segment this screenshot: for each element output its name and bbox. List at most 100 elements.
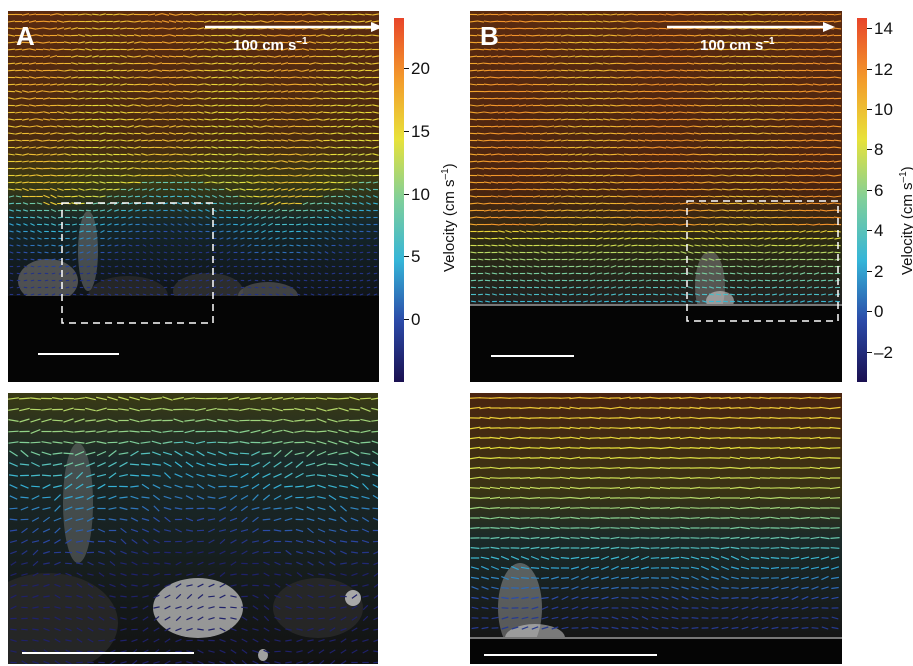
velocity-arrow bbox=[295, 506, 304, 511]
velocity-arrow bbox=[141, 69, 148, 72]
velocity-arrow bbox=[127, 55, 134, 58]
velocity-arrow bbox=[750, 34, 757, 37]
velocity-arrow bbox=[722, 160, 729, 163]
velocity-arrow bbox=[22, 181, 29, 184]
velocity-arrow bbox=[470, 118, 478, 121]
velocity-arrow bbox=[15, 209, 22, 212]
velocity-arrow bbox=[155, 167, 162, 170]
velocity-arrow bbox=[108, 472, 117, 479]
velocity-arrow bbox=[266, 20, 275, 23]
velocity-arrow bbox=[575, 55, 582, 58]
velocity-arrow bbox=[771, 167, 778, 170]
velocity-arrow bbox=[30, 279, 35, 282]
velocity-arrow bbox=[211, 62, 218, 65]
velocity-arrow bbox=[476, 132, 485, 135]
velocity-arrow bbox=[35, 90, 44, 93]
velocity-arrow bbox=[715, 167, 722, 170]
velocity-arrow bbox=[107, 286, 112, 289]
velocity-arrow bbox=[539, 216, 548, 219]
velocity-arrow bbox=[828, 293, 833, 296]
floor bbox=[8, 296, 379, 382]
velocity-arrow bbox=[288, 90, 295, 93]
velocity-arrow bbox=[99, 83, 106, 86]
velocity-arrow bbox=[108, 450, 117, 457]
velocity-arrow bbox=[204, 195, 211, 198]
velocity-arrow bbox=[141, 517, 150, 522]
velocity-arrow bbox=[533, 258, 540, 261]
velocity-arrow bbox=[750, 244, 757, 247]
velocity-arrow bbox=[168, 20, 177, 23]
velocity-arrow bbox=[21, 69, 30, 72]
velocity-arrow bbox=[185, 495, 194, 500]
velocity-arrow bbox=[57, 146, 64, 149]
velocity-arrow bbox=[246, 118, 253, 121]
velocity-arrow bbox=[22, 76, 29, 79]
velocity-arrow bbox=[106, 83, 113, 86]
velocity-arrow bbox=[637, 146, 646, 149]
velocity-arrow bbox=[819, 111, 828, 114]
velocity-arrow bbox=[197, 13, 204, 16]
velocity-arrow bbox=[344, 174, 351, 177]
velocity-arrow bbox=[317, 265, 322, 268]
velocity-arrow bbox=[596, 146, 603, 149]
velocity-arrow bbox=[147, 48, 156, 51]
velocity-arrow bbox=[120, 125, 127, 128]
velocity-arrow bbox=[687, 265, 694, 268]
velocity-arrow bbox=[637, 48, 646, 51]
velocity-arrow bbox=[294, 397, 305, 400]
velocity-arrow bbox=[225, 69, 232, 72]
velocity-arrow bbox=[280, 111, 289, 114]
velocity-arrow bbox=[659, 251, 666, 254]
velocity-arrow bbox=[273, 48, 282, 51]
velocity-arrow bbox=[561, 181, 568, 184]
velocity-arrow bbox=[532, 69, 541, 72]
velocity-arrow bbox=[686, 111, 695, 114]
velocity-arrow bbox=[680, 244, 687, 247]
velocity-arrow bbox=[582, 48, 589, 51]
velocity-arrow bbox=[679, 13, 688, 16]
velocity-arrow bbox=[708, 181, 715, 184]
velocity-arrow bbox=[330, 139, 337, 142]
velocity-arrow bbox=[484, 286, 491, 289]
velocity-arrow bbox=[757, 209, 764, 212]
velocity-arrow bbox=[226, 237, 231, 240]
velocity-arrow bbox=[134, 34, 141, 37]
velocity-arrow bbox=[120, 118, 127, 121]
velocity-arrow bbox=[568, 251, 575, 254]
velocity-arrow bbox=[309, 118, 316, 121]
velocity-arrow bbox=[582, 111, 589, 114]
velocity-arrow bbox=[548, 300, 553, 303]
velocity-arrow bbox=[75, 483, 84, 490]
velocity-arrow bbox=[812, 167, 821, 170]
velocity-arrow bbox=[658, 20, 667, 23]
velocity-arrow bbox=[490, 20, 499, 23]
velocity-arrow bbox=[141, 76, 148, 79]
velocity-arrow bbox=[491, 265, 498, 268]
velocity-arrow bbox=[169, 69, 176, 72]
velocity-arrow bbox=[239, 174, 246, 177]
velocity-arrow bbox=[280, 90, 289, 93]
velocity-arrow bbox=[43, 111, 50, 114]
velocity-arrow bbox=[182, 34, 191, 37]
velocity-arrow bbox=[43, 104, 50, 107]
velocity-arrow bbox=[30, 418, 41, 423]
velocity-arrow bbox=[37, 293, 42, 296]
velocity-arrow bbox=[316, 62, 323, 65]
velocity-arrow bbox=[229, 528, 238, 533]
velocity-arrow bbox=[287, 13, 296, 16]
velocity-arrow bbox=[665, 83, 674, 86]
velocity-arrow bbox=[93, 216, 98, 219]
velocity-arrow bbox=[743, 216, 750, 219]
velocity-arrow bbox=[35, 41, 44, 44]
velocity-arrow bbox=[49, 20, 58, 23]
velocity-arrow bbox=[582, 118, 589, 121]
velocity-arrow bbox=[149, 251, 154, 254]
velocity-arrow bbox=[30, 474, 41, 477]
velocity-arrow bbox=[554, 104, 561, 107]
velocity-arrow bbox=[715, 181, 722, 184]
velocity-arrow bbox=[349, 430, 360, 433]
velocity-arrow bbox=[129, 407, 140, 412]
velocity-arrow bbox=[9, 495, 18, 500]
velocity-arrow bbox=[616, 55, 625, 58]
velocity-arrow bbox=[43, 139, 50, 142]
